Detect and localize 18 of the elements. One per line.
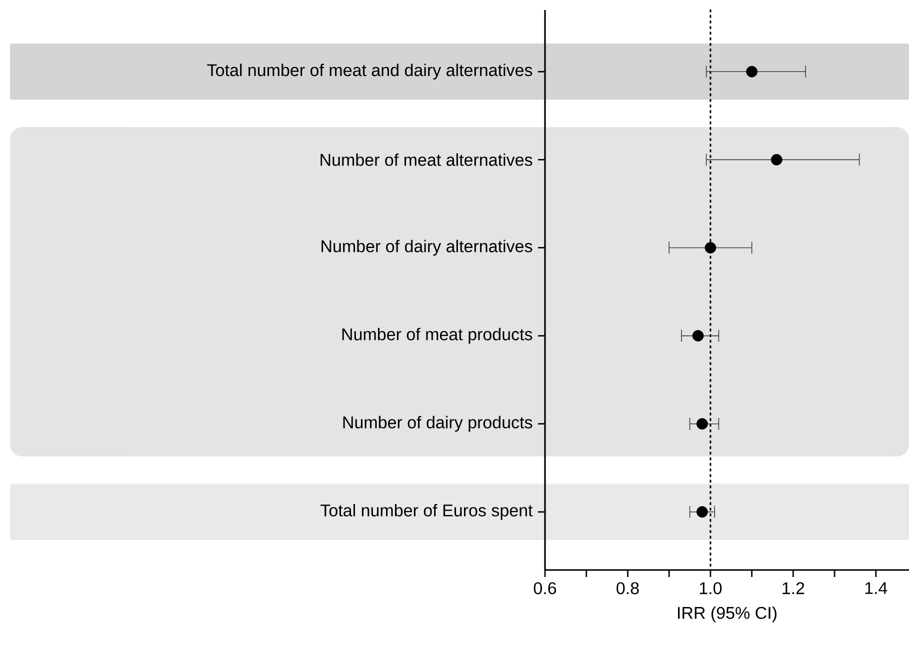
point <box>770 154 782 166</box>
point <box>696 506 708 518</box>
x-tick-label: 1.4 <box>865 582 888 594</box>
x-axis-title: IRR (95% CI) <box>678 606 776 622</box>
point <box>746 66 758 78</box>
y-tick-label: Number of meat products <box>342 328 532 344</box>
x-tick-label: 1.2 <box>782 582 804 594</box>
x-tick-label: 0.8 <box>616 582 639 594</box>
y-tick-label: Total number of Euros spent <box>320 504 533 520</box>
y-tick-label: Number of dairy alternatives <box>322 240 532 256</box>
y-tick-label: Number of meat alternatives <box>320 153 532 166</box>
y-tick-label: Total number of meat and dairy alternatives <box>207 64 532 80</box>
point <box>696 418 708 430</box>
x-tick-label: 0.6 <box>534 582 556 594</box>
point <box>692 330 704 342</box>
y-tick-label: Number of dairy products <box>343 416 532 432</box>
x-tick-label: 1.0 <box>700 582 722 594</box>
point <box>704 242 716 254</box>
